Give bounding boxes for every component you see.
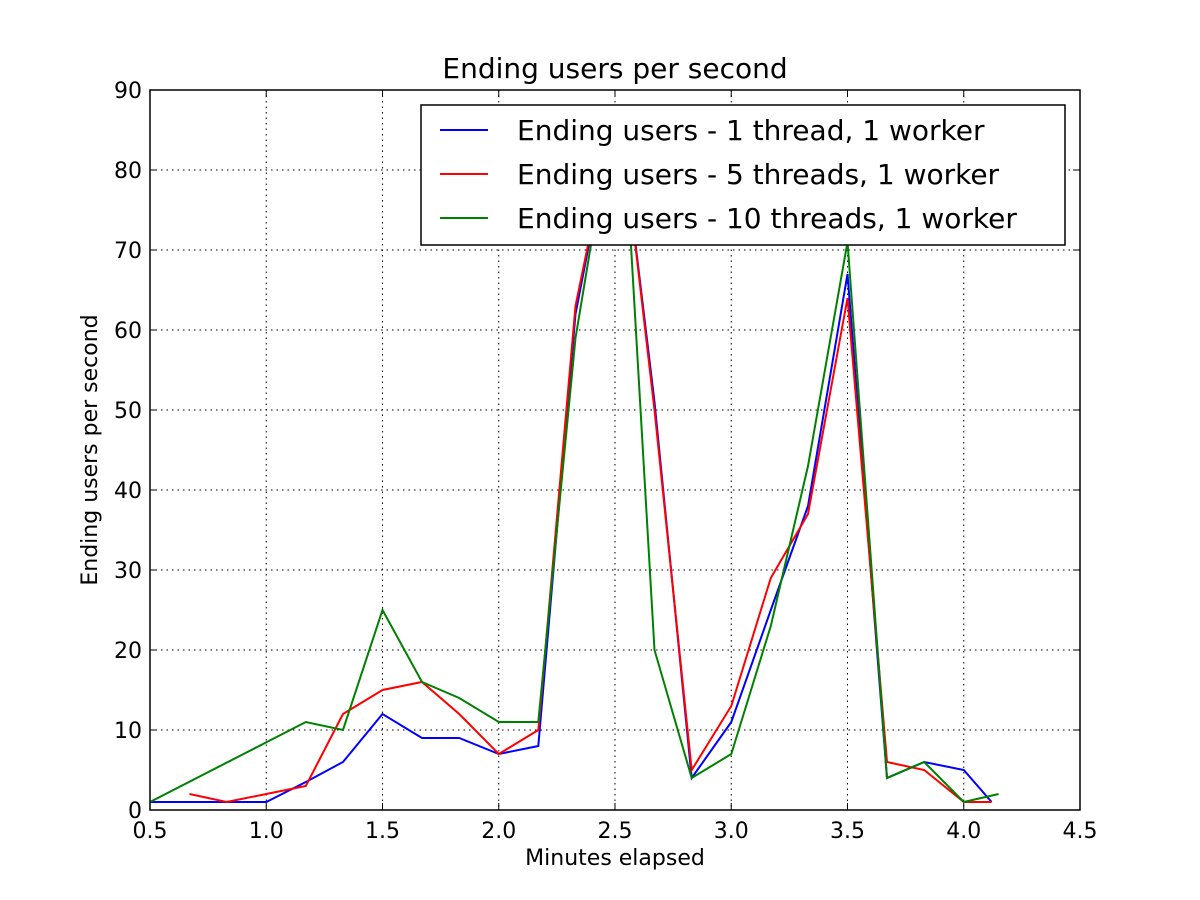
y-tick-label: 50: [114, 399, 142, 424]
x-tick-label: 2.0: [481, 819, 516, 844]
x-tick-label: 4.0: [946, 819, 981, 844]
legend-label-2: Ending users - 5 threads, 1 worker: [517, 158, 1000, 191]
chart-title: Ending users per second: [442, 52, 787, 85]
y-tick-label: 80: [114, 159, 142, 184]
y-tick-label: 0: [128, 799, 142, 824]
x-tick-label: 3.0: [714, 819, 749, 844]
x-tick-label: 1.0: [249, 819, 284, 844]
x-axis-title: Minutes elapsed: [525, 846, 705, 871]
y-tick-label: 60: [114, 319, 142, 344]
x-tick-label: 0.5: [133, 819, 168, 844]
y-axis-title: Ending users per second: [78, 314, 103, 585]
legend: Ending users - 1 thread, 1 worker Ending…: [420, 104, 1066, 246]
y-tick-label: 70: [114, 239, 142, 264]
x-tick-label: 4.5: [1063, 819, 1098, 844]
y-tick-label: 40: [114, 479, 142, 504]
ticks: [149, 89, 1081, 811]
x-tick-label: 3.5: [830, 819, 865, 844]
legend-label-1: Ending users - 1 thread, 1 worker: [517, 114, 985, 147]
y-tick-label: 20: [114, 639, 142, 664]
y-tick-label: 30: [114, 559, 142, 584]
legend-label-3: Ending users - 10 threads, 1 worker: [517, 202, 1017, 235]
y-tick-label: 90: [114, 79, 142, 104]
legend-box: [420, 104, 1066, 246]
y-tick-labels: 0 10 20 30 40 50 60 70 80 90: [114, 79, 142, 824]
x-tick-label: 2.5: [598, 819, 633, 844]
x-tick-labels: 0.5 1.0 1.5 2.0 2.5 3.0 3.5 4.0 4.5: [133, 819, 1098, 844]
y-tick-label: 10: [114, 719, 142, 744]
x-tick-label: 1.5: [365, 819, 400, 844]
